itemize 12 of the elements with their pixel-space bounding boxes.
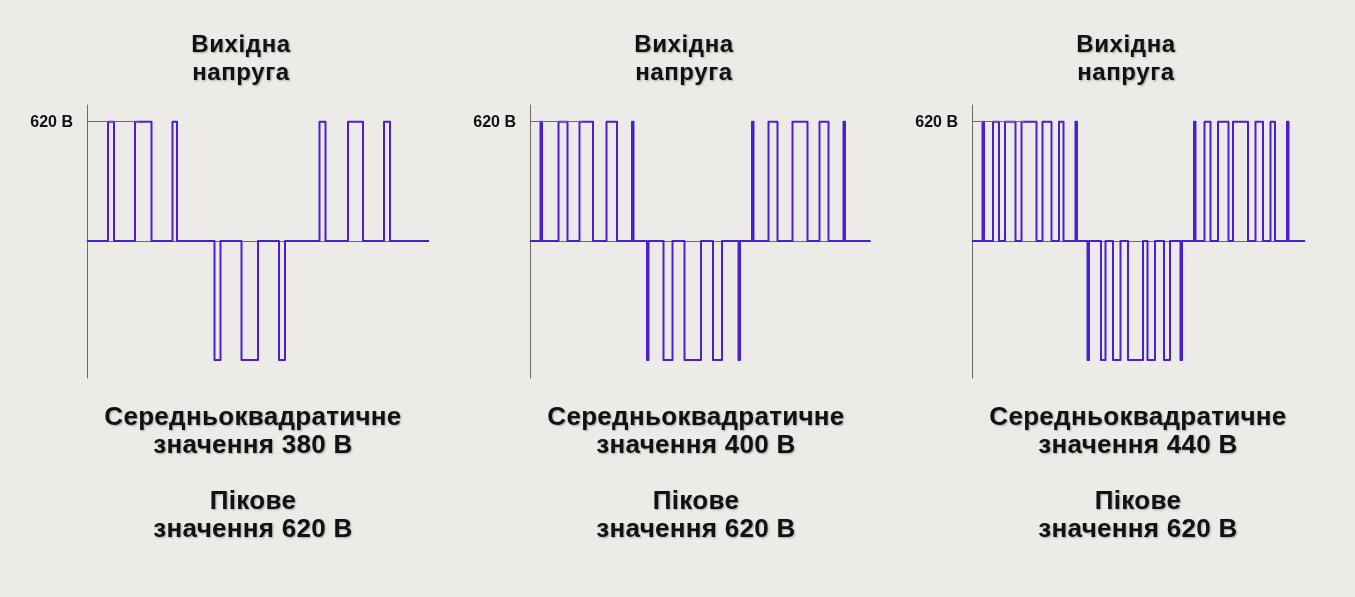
ref-line-label: 620 В [473,113,516,131]
chart-title: Вихідна напруга [190,30,292,86]
text: Середньоквадратичне значення 440 В [989,401,1287,459]
text: Пікове значення 620 В [595,485,797,543]
text: Пікове значення 620 В [152,485,354,543]
ref-line-label: 620 В [30,113,73,131]
chart-title: Вихідна напруга [1075,30,1177,86]
chart-title: Вихідна напруга [633,30,735,86]
text: Середньоквадратичне значення 400 В [547,401,845,459]
text: Середньоквадратичне значення 380 В [104,401,402,459]
text: Пікове значення 620 В [1037,485,1239,543]
ref-line-label: 620 В [915,113,958,131]
